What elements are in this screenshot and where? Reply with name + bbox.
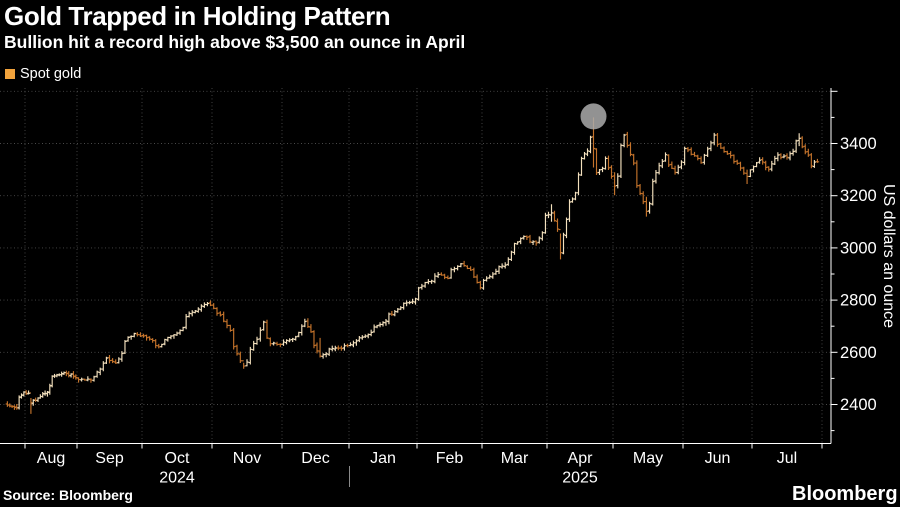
- svg-text:Oct: Oct: [165, 450, 190, 467]
- chart-subtitle: Bullion hit a record high above $3,500 a…: [4, 32, 466, 52]
- svg-text:May: May: [633, 450, 663, 467]
- legend-swatch-icon: [5, 69, 15, 79]
- svg-text:Mar: Mar: [501, 450, 529, 467]
- svg-text:3200: 3200: [840, 187, 877, 205]
- ohlc-bars: [5, 117, 820, 414]
- svg-text:Sep: Sep: [95, 450, 124, 467]
- svg-text:2600: 2600: [840, 344, 877, 362]
- svg-text:2025: 2025: [562, 470, 598, 487]
- svg-text:2800: 2800: [840, 292, 877, 310]
- bloomberg-wordmark: Bloomberg: [792, 483, 898, 505]
- svg-text:Apr: Apr: [568, 450, 594, 467]
- svg-text:Aug: Aug: [37, 450, 65, 467]
- svg-text:3000: 3000: [840, 239, 877, 257]
- y-axis-labels: 2400 2600 2800 3000 3200 3400: [840, 135, 877, 414]
- bloomberg-logo: Bloomberg: [792, 483, 900, 506]
- svg-text:Dec: Dec: [301, 450, 329, 467]
- x-axis-labels: Aug Sep Oct Nov Dec Jan Feb Mar Apr May Jun Jul 2024…: [37, 450, 797, 487]
- legend-label: Spot gold: [20, 66, 82, 82]
- svg-text:Feb: Feb: [436, 450, 464, 467]
- svg-text:Jun: Jun: [705, 450, 731, 467]
- y-axis-title: US dollars an ounce: [880, 184, 897, 328]
- gridlines: [0, 88, 831, 444]
- record-high-annotation-circle: [580, 103, 607, 130]
- svg-text:Jan: Jan: [370, 450, 396, 467]
- svg-text:2024: 2024: [159, 470, 195, 487]
- svg-text:3400: 3400: [840, 135, 877, 153]
- svg-text:Nov: Nov: [233, 450, 261, 467]
- legend: Spot gold: [5, 66, 81, 82]
- svg-text:2400: 2400: [840, 396, 877, 414]
- chart-title: Gold Trapped in Holding Pattern: [4, 1, 391, 31]
- svg-text:Jul: Jul: [777, 450, 797, 467]
- source-note: Source: Bloomberg: [3, 487, 133, 503]
- axes: [0, 88, 838, 449]
